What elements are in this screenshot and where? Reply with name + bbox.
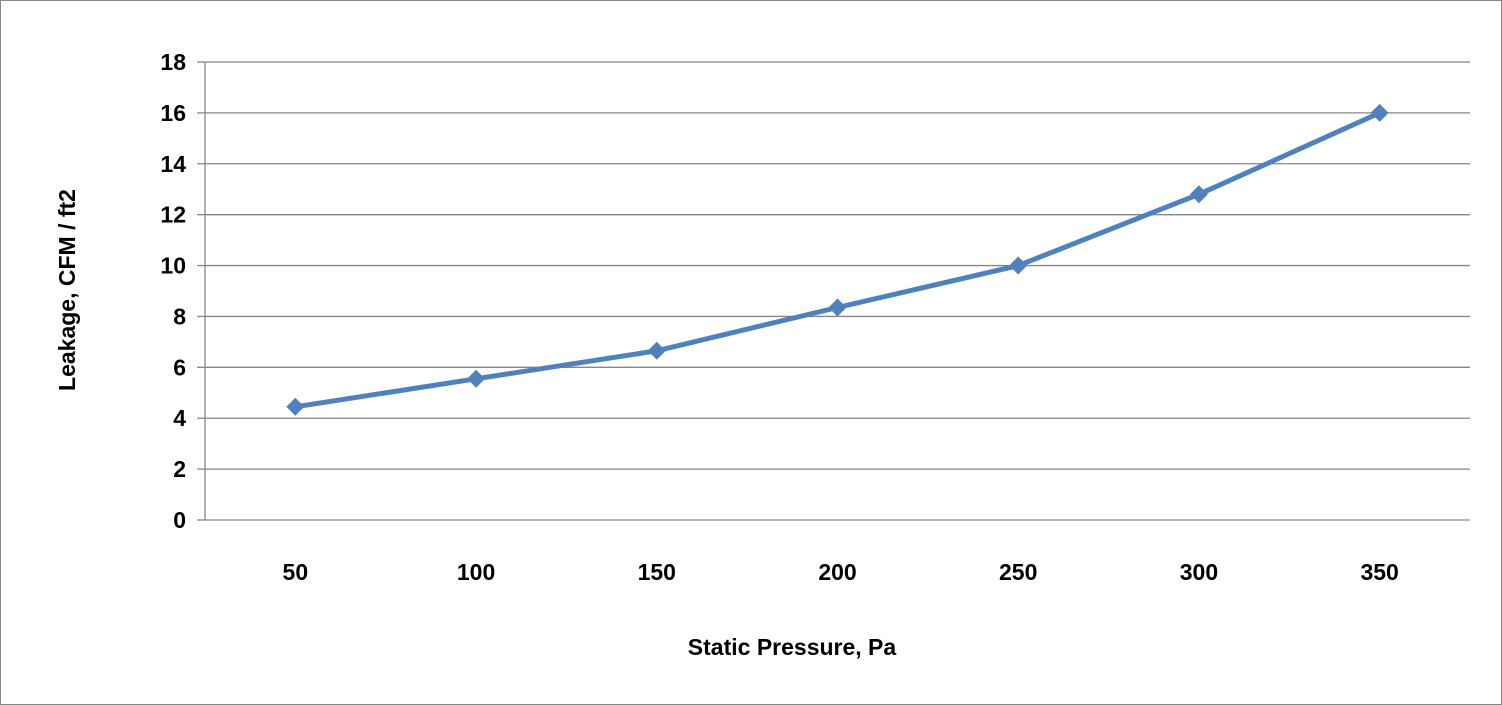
y-tick-label: 14 (160, 151, 186, 177)
y-tick-label: 12 (160, 202, 186, 228)
x-tick-label: 350 (1360, 559, 1398, 585)
x-tick-label: 300 (1180, 559, 1218, 585)
y-tick-label: 10 (160, 253, 186, 279)
series-line (295, 110, 1381, 410)
data-point-marker (1370, 103, 1389, 122)
data-point-marker (828, 298, 847, 317)
y-tick-label: 18 (160, 49, 186, 75)
axes (204, 62, 1470, 521)
x-tick-label: 100 (457, 559, 495, 585)
data-point-marker (286, 397, 305, 416)
y-tick-label: 16 (160, 100, 186, 126)
x-tick-label: 250 (999, 559, 1037, 585)
x-tick-label: 50 (283, 559, 309, 585)
x-tick-label: 200 (818, 559, 856, 585)
x-tick-label: 150 (638, 559, 676, 585)
y-tick-label: 8 (173, 303, 186, 329)
data-point-marker (1189, 185, 1208, 204)
y-tick-label: 2 (173, 456, 186, 482)
y-tick-label: 0 (173, 507, 186, 533)
y-axis-ticks: 0 2 4 6 8 10 12 14 16 18 (160, 49, 205, 533)
y-tick-label: 6 (173, 354, 186, 380)
data-point-marker (1009, 256, 1028, 275)
gridlines (205, 61, 1470, 470)
y-axis-title: Leakage, CFM / ft2 (54, 189, 80, 391)
data-point-marker (467, 369, 486, 388)
x-axis-title: Static Pressure, Pa (688, 634, 897, 660)
data-point-marker (647, 341, 666, 360)
y-tick-label: 4 (173, 405, 186, 431)
series-group (286, 103, 1389, 416)
x-axis-ticks: 50 100 150 200 250 300 350 (283, 559, 1399, 585)
